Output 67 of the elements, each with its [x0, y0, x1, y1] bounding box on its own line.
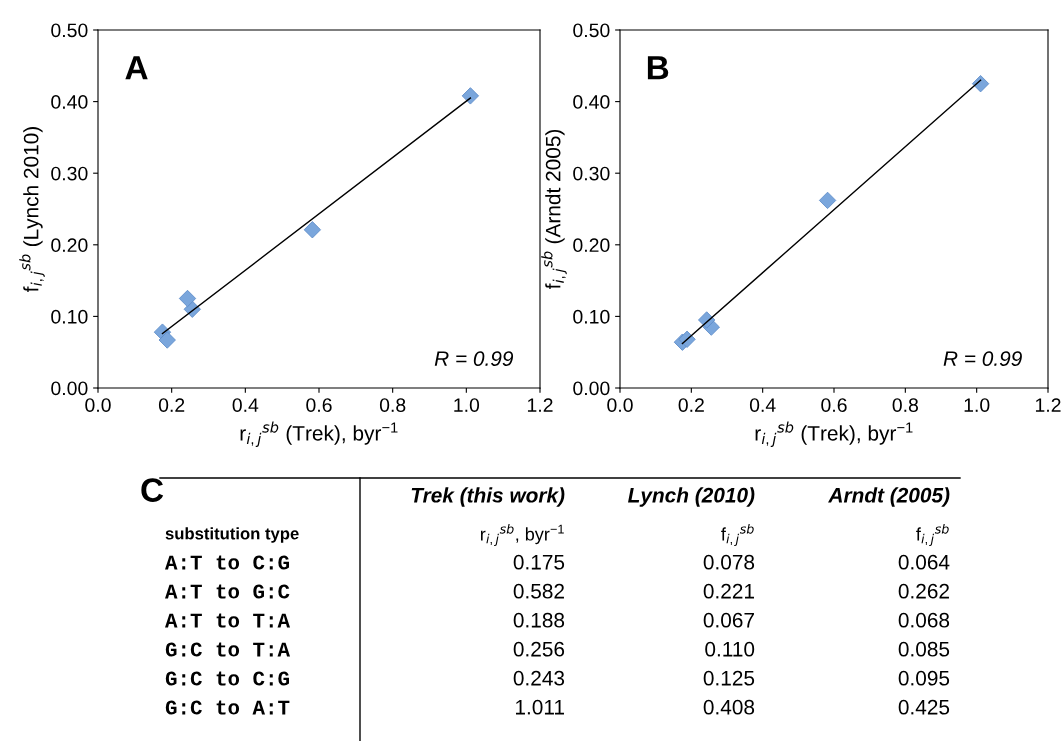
text: B: [647, 56, 669, 80]
y-tick-label: 0.00: [573, 381, 610, 396]
y-tick-label: 0.10: [573, 309, 610, 324]
category-label: A:T to T:A: [165, 613, 291, 628]
x-axis-title: r$_{i,j}$$^{sb}$ (Trek), byr$^{−1}$: [755, 421, 913, 447]
y-axis-title: f$_{i,j}$$^{sb}$ (Lynch 2010): [19, 127, 45, 293]
x-tick-label: 0.6: [821, 398, 847, 412]
y-tick-label: 0.20: [51, 238, 88, 253]
text: 0.188: [513, 612, 565, 628]
category-label: G:C to A:T: [165, 700, 290, 715]
text: 0.582: [513, 583, 564, 599]
y-tick-label: 0.20: [573, 238, 610, 253]
text: 0.243: [513, 670, 565, 686]
category-label: Lynch (2010): [628, 487, 755, 507]
text: f$_{i,j}$$^{sb}$: [916, 523, 949, 546]
text: 0.067: [703, 612, 754, 628]
category-label: substitution type: [165, 527, 299, 543]
text: A: [125, 56, 148, 80]
x-tick-label: 0.0: [607, 398, 633, 412]
text: 0.085: [898, 641, 950, 657]
x-tick-label: 1.2: [527, 398, 553, 412]
text: 0.408: [703, 699, 755, 715]
x-tick-label: 0.0: [85, 398, 111, 412]
text: 0.110: [705, 641, 755, 657]
text: C: [141, 478, 164, 502]
y-tick-label: 0.50: [573, 23, 610, 38]
x-tick-label: 0.8: [892, 398, 918, 412]
text: 0.256: [513, 641, 565, 657]
annotation: R = 0.99: [943, 351, 1022, 366]
text: 0.125: [703, 670, 755, 686]
text: r$_{i,j}$$^{sb}$, byr$^{−1}$: [480, 523, 564, 546]
category-label: Arndt (2005): [828, 487, 950, 507]
category-label: A:T to C:G: [165, 555, 289, 570]
x-tick-label: 0.4: [749, 398, 776, 412]
y-tick-label: 0.10: [51, 309, 88, 324]
text: 0.078: [703, 554, 755, 570]
y-axis-title: f$_{i,j}$$^{sb}$ (Arndt 2005): [541, 129, 567, 290]
category-label: G:C to T:A: [165, 642, 291, 657]
x-tick-label: 1.0: [964, 398, 990, 412]
category-label: Trek (this work): [411, 487, 565, 507]
text: 0.262: [898, 583, 949, 599]
text: 0.068: [898, 612, 950, 628]
y-tick-label: 0.30: [573, 166, 610, 181]
x-tick-label: 0.8: [379, 398, 406, 412]
text: 0.175: [513, 554, 565, 570]
y-tick-label: 0.40: [573, 95, 610, 109]
text: 0.425: [898, 699, 950, 715]
text: 0.064: [898, 554, 950, 570]
text: 1.011: [516, 699, 564, 715]
annotation: R = 0.99: [434, 351, 514, 366]
x-tick-label: 1.2: [1035, 398, 1061, 412]
y-tick-label: 0.30: [51, 166, 88, 181]
text: 0.221: [703, 583, 754, 599]
x-tick-label: 0.2: [158, 398, 185, 412]
y-tick-label: 0.50: [51, 23, 88, 38]
category-label: A:T to G:C: [165, 584, 290, 599]
x-axis-title: r$_{i,j}$$^{sb}$ (Trek), byr$^{−1}$: [240, 421, 398, 447]
x-tick-label: 0.4: [232, 398, 259, 412]
category-label: G:C to C:G: [165, 671, 289, 686]
y-tick-label: 0.00: [51, 381, 88, 396]
y-tick-label: 0.40: [51, 95, 88, 109]
x-tick-label: 1.0: [454, 398, 480, 412]
x-tick-label: 0.2: [678, 398, 704, 412]
text: f$_{i,j}$$^{sb}$: [721, 523, 754, 546]
text: 0.095: [898, 670, 950, 686]
x-tick-label: 0.6: [306, 398, 332, 412]
point: [818, 191, 837, 210]
